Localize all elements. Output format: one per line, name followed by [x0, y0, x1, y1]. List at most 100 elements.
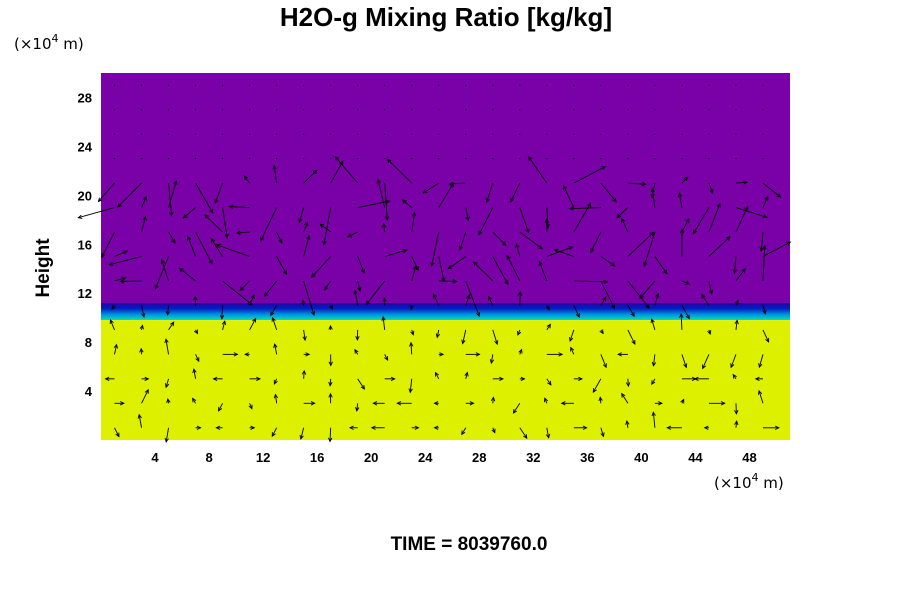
wind-vector [334, 155, 359, 184]
wind-vector [384, 183, 390, 222]
wind-vector [735, 133, 737, 135]
wind-vector [411, 211, 417, 233]
wind-vector [681, 133, 683, 135]
wind-vector [195, 354, 200, 363]
wind-vector [409, 305, 414, 311]
wind-vector [228, 204, 250, 209]
wind-vector [303, 280, 316, 317]
wind-vector [330, 84, 332, 86]
wind-vector [348, 425, 358, 430]
wind-vector [627, 181, 647, 187]
wind-vector [702, 354, 710, 370]
wind-vector [384, 376, 396, 381]
wind-vector [357, 158, 359, 160]
wind-vector [299, 427, 305, 440]
wind-vector [708, 84, 710, 86]
y-tick-label: 20 [78, 188, 92, 203]
wind-vector [762, 425, 780, 430]
wind-vector [438, 352, 445, 357]
x-unit-label: (×104 m) [714, 471, 784, 492]
wind-vector [249, 317, 257, 331]
wind-vector [627, 231, 655, 257]
wind-vector [164, 378, 170, 389]
wind-vector [192, 397, 197, 404]
wind-vector [109, 319, 115, 331]
wind-vector [324, 280, 332, 291]
wind-vector [490, 396, 496, 404]
wind-vector [465, 293, 471, 306]
wind-vector [384, 133, 386, 135]
wind-vector [322, 207, 332, 246]
wind-vector [303, 401, 316, 406]
wind-vector [762, 182, 782, 198]
wind-vector [734, 420, 739, 428]
wind-vector [168, 231, 176, 244]
wind-vector [141, 305, 146, 318]
wind-vector [458, 231, 467, 251]
wind-vector [703, 425, 709, 430]
wind-vector [528, 155, 548, 184]
wind-vector [492, 109, 494, 111]
wind-vector [357, 133, 359, 135]
wind-vector [330, 109, 332, 111]
wind-vector [249, 425, 256, 430]
wind-vector [384, 84, 386, 86]
wind-vector [192, 368, 197, 379]
wind-vector [113, 133, 116, 135]
wind-vector [355, 329, 360, 341]
wind-vector [735, 180, 749, 185]
wind-vector [732, 373, 737, 380]
wind-vector [573, 133, 575, 135]
wind-vector [271, 316, 278, 331]
wind-vector [301, 299, 306, 306]
wind-vector [546, 158, 548, 160]
wind-vector [519, 207, 530, 234]
wind-vector [276, 133, 278, 135]
x-tick-label: 32 [526, 450, 540, 465]
wind-vector [195, 231, 213, 265]
wind-vector [627, 280, 650, 309]
wind-vector [357, 109, 359, 111]
wind-vector [545, 305, 550, 311]
wind-vector [677, 192, 683, 208]
y-tick-label: 12 [78, 286, 92, 301]
wind-vector [701, 293, 710, 306]
wind-vector [111, 305, 116, 311]
wind-vector [354, 348, 359, 355]
wind-vector [141, 195, 147, 208]
wind-vector-field [77, 84, 792, 443]
wind-vector [212, 376, 223, 381]
wind-vector [140, 109, 143, 111]
wind-vector [104, 376, 115, 381]
wind-vector [621, 217, 629, 233]
wind-vector [248, 403, 253, 410]
wind-vector [680, 398, 685, 404]
wind-vector [654, 292, 660, 306]
wind-vector [139, 324, 144, 330]
wind-vector [101, 231, 115, 259]
wind-vector [573, 425, 588, 430]
wind-vector [627, 329, 636, 345]
wind-vector [221, 133, 224, 135]
y-tick-label: 28 [78, 90, 92, 105]
wind-vector [249, 158, 251, 160]
wind-vector [465, 207, 470, 222]
wind-vector [384, 248, 408, 257]
wind-vector [432, 293, 440, 306]
wind-vector [438, 158, 440, 160]
wind-vector [461, 329, 467, 345]
wind-vector [410, 329, 415, 336]
wind-vector [681, 176, 689, 184]
wind-vector [519, 376, 526, 381]
wind-vector [570, 346, 575, 355]
wind-vector [411, 256, 419, 272]
wind-vector [491, 427, 496, 434]
wind-vector [435, 329, 441, 339]
wind-vector [167, 158, 170, 160]
wind-vector [195, 182, 214, 214]
wind-vector [758, 389, 764, 404]
wind-vector [735, 267, 746, 282]
wind-vector [573, 84, 575, 86]
wind-vector [401, 199, 413, 208]
wind-vector [276, 231, 283, 244]
